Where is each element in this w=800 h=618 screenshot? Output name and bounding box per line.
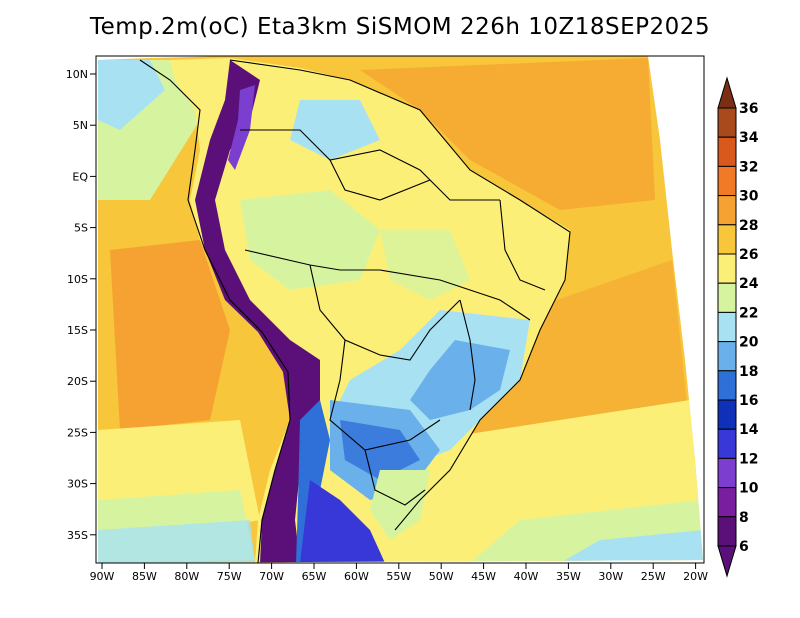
colorbar-label: 22 xyxy=(739,305,758,321)
lon-tick-label: 70W xyxy=(259,570,284,583)
lon-tick-label: 85W xyxy=(132,570,157,583)
political-boundaries xyxy=(139,59,571,564)
colorbar-segment xyxy=(717,370,737,401)
lat-tick-label: 10N xyxy=(66,68,88,81)
colorbar-label: 12 xyxy=(739,451,758,467)
colorbar-segment xyxy=(717,457,737,489)
colorbar-segment xyxy=(717,516,737,547)
lon-tick-label: 65W xyxy=(302,570,327,583)
colorbar-label: 6 xyxy=(739,539,749,555)
lon-tick-label: 20W xyxy=(683,570,708,583)
colorbar-segment xyxy=(717,487,737,518)
lat-tick-label: 25S xyxy=(67,426,88,439)
colorbar-label: 36 xyxy=(739,101,758,117)
colorbar-segment xyxy=(717,399,737,430)
lat-tick-label: 10S xyxy=(67,273,88,286)
lon-tick-label: 40W xyxy=(514,570,539,583)
lon-tick-label: 90W xyxy=(90,570,115,583)
colorbar-label: 26 xyxy=(739,247,758,263)
colorbar-label: 32 xyxy=(739,159,758,175)
lon-tick-label: 45W xyxy=(471,570,496,583)
colorbar-label: 24 xyxy=(739,276,759,292)
lon-tick-label: 75W xyxy=(217,570,242,583)
longitude-axis: 90W 85W 80W 75W 70W 65W 60W 55W 50W 45W 40W 35W 30W 2… xyxy=(90,563,708,583)
map-title: Temp.2m(oC) Eta3km SiSMOM 226h 10Z18SEP2… xyxy=(89,14,711,40)
lat-tick-label: 5N xyxy=(73,119,88,132)
colorbar-label: 10 xyxy=(739,481,759,497)
colorbar: 36 34 32 30 28 26 24 22 20 18 16 14 12 10 8 6 xyxy=(717,76,759,578)
colorbar-label: 8 xyxy=(739,510,749,526)
lon-tick-label: 60W xyxy=(344,570,369,583)
colorbar-label: 18 xyxy=(739,364,758,380)
colorbar-segment xyxy=(717,253,737,284)
colorbar-segment xyxy=(717,224,737,255)
colorbar-label: 20 xyxy=(739,335,759,351)
continent xyxy=(170,58,570,563)
colorbar-segment xyxy=(717,136,737,167)
colorbar-segment xyxy=(717,282,737,313)
colorbar-label: 30 xyxy=(739,189,759,205)
lon-tick-label: 25W xyxy=(641,570,666,583)
lon-tick-label: 50W xyxy=(429,570,454,583)
lat-tick-label: 30S xyxy=(67,478,88,491)
lat-tick-label: 35S xyxy=(67,529,88,542)
lat-tick-label: 15S xyxy=(67,324,88,337)
colorbar-label: 14 xyxy=(739,422,759,438)
colorbar-segment xyxy=(717,195,737,226)
lon-tick-label: 35W xyxy=(556,570,581,583)
temperature-field xyxy=(98,56,703,563)
colorbar-label: 28 xyxy=(739,218,758,234)
lat-tick-label: 5S xyxy=(74,222,88,235)
colorbar-top-arrow xyxy=(717,76,737,109)
lon-tick-label: 30W xyxy=(598,570,623,583)
colorbar-segment xyxy=(717,341,737,372)
lat-tick-label: EQ xyxy=(72,170,88,183)
lon-tick-label: 80W xyxy=(174,570,199,583)
lat-tick-label: 20S xyxy=(67,375,88,388)
lon-tick-label: 55W xyxy=(386,570,411,583)
latitude-axis: 10N 5N EQ 5S 10S 15S 20S 25S 30S 35S xyxy=(66,68,96,542)
colorbar-segment xyxy=(717,165,737,197)
colorbar-bottom-arrow xyxy=(717,545,737,578)
colorbar-label: 34 xyxy=(739,130,759,146)
colorbar-segment xyxy=(717,311,737,343)
colorbar-label: 16 xyxy=(739,393,758,409)
colorbar-segment xyxy=(717,107,737,138)
colorbar-segment xyxy=(717,428,737,459)
plot-frame xyxy=(95,55,705,564)
